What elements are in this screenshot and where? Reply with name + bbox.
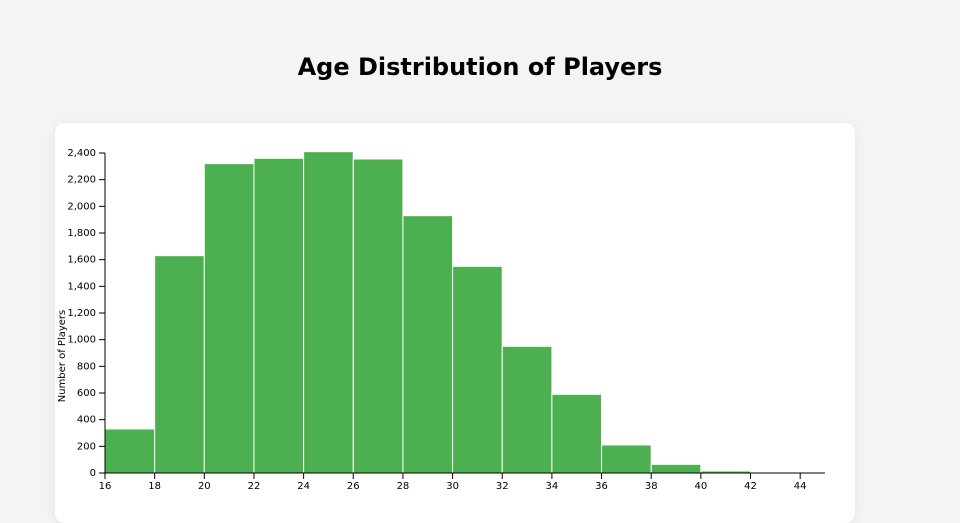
x-tick-label: 20 <box>198 481 211 492</box>
x-tick-label: 32 <box>496 481 509 492</box>
y-tick-label: 200 <box>77 441 96 452</box>
x-tick-label: 30 <box>446 481 459 492</box>
y-tick-label: 1,200 <box>67 308 96 319</box>
y-tick-label: 2,000 <box>67 201 96 212</box>
x-tick-label: 38 <box>645 481 658 492</box>
x-tick-label: 16 <box>99 481 112 492</box>
y-tick-label: 1,000 <box>67 335 96 346</box>
chart-title: Age Distribution of Players <box>298 53 663 81</box>
y-tick-label: 2,200 <box>67 175 96 186</box>
y-tick-label: 1,800 <box>67 228 96 239</box>
y-tick-label: 1,400 <box>67 281 96 292</box>
x-tick-label: 36 <box>595 481 608 492</box>
bar <box>403 216 453 473</box>
x-tick-label: 24 <box>297 481 310 492</box>
bar <box>651 464 701 473</box>
bar <box>602 445 652 473</box>
bar <box>353 159 403 473</box>
bar <box>453 266 503 473</box>
y-tick-label: 2,400 <box>67 148 96 159</box>
y-tick-label: 1,600 <box>67 255 96 266</box>
x-tick-label: 44 <box>794 481 807 492</box>
bar <box>304 152 354 473</box>
page: {"chart_data": {"type": "histogram", "ti… <box>0 0 960 500</box>
x-tick-label: 26 <box>347 481 360 492</box>
x-tick-label: 28 <box>397 481 410 492</box>
bar <box>105 429 155 473</box>
x-tick-label: 34 <box>546 481 559 492</box>
bar <box>502 346 552 473</box>
bar <box>204 164 254 473</box>
bar <box>155 256 205 473</box>
x-tick-label: 40 <box>694 481 707 492</box>
x-tick-label: 18 <box>148 481 161 492</box>
chart: Age Distribution of Players Number of Pl… <box>0 0 960 500</box>
y-tick-label: 400 <box>77 415 96 426</box>
y-tick-label: 600 <box>77 388 96 399</box>
y-axis-label: Number of Players <box>57 310 68 403</box>
bar <box>552 394 602 473</box>
x-tick-label: 42 <box>744 481 757 492</box>
y-tick-label: 0 <box>90 468 96 479</box>
x-tick-label: 22 <box>248 481 261 492</box>
bar <box>254 158 304 473</box>
y-tick-label: 800 <box>77 361 96 372</box>
